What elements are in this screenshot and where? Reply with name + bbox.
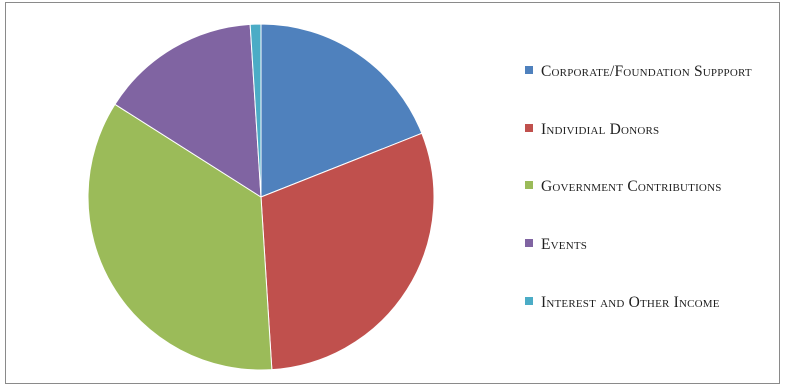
pie-slice-individial-donors bbox=[260, 132, 435, 371]
legend: Corporate/Foundation Suppport Individial… bbox=[525, 60, 775, 350]
legend-label-corporate-foundation: Corporate/Foundation Suppport bbox=[541, 63, 752, 80]
pie-slice-interest-and-other-income bbox=[249, 23, 262, 198]
legend-swatch-individual-donors bbox=[525, 124, 533, 132]
pie-slice-corporate-foundation-suppport bbox=[260, 23, 423, 198]
legend-label-interest-other: Interest and Other Income bbox=[541, 294, 720, 311]
legend-swatch-events bbox=[525, 239, 533, 247]
pie-slice-events bbox=[114, 23, 262, 198]
legend-swatch-corporate-foundation bbox=[525, 66, 533, 74]
legend-label-government: Government Contributions bbox=[541, 178, 722, 195]
legend-swatch-government bbox=[525, 181, 533, 189]
legend-swatch-interest-other bbox=[525, 297, 533, 305]
legend-label-events: Events bbox=[541, 236, 588, 253]
legend-label-individual-donors: Individial Donors bbox=[541, 121, 660, 138]
pie-slice-government-contributions bbox=[87, 103, 273, 371]
